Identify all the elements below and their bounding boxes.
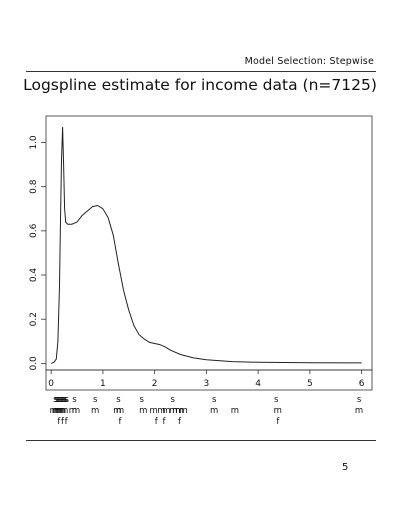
knot-s: s <box>93 395 98 405</box>
x-tick-label: 4 <box>255 379 261 389</box>
knot-s: s <box>274 395 279 405</box>
knot-s: s <box>59 395 64 405</box>
knot-s: s <box>140 395 145 405</box>
knot-f: f <box>162 417 166 427</box>
knot-m: m <box>52 406 60 416</box>
knot-s: s <box>61 395 66 405</box>
knot-m: m <box>355 406 363 416</box>
y-tick-label: 1.0 <box>29 135 39 150</box>
plot-frame <box>45 115 373 371</box>
knot-s: s <box>56 395 61 405</box>
density-curve-group <box>51 126 362 364</box>
x-tick-label: 3 <box>204 379 210 389</box>
knot-s: s <box>171 395 176 405</box>
x-axis: 0 1 2 3 4 5 6 <box>48 370 365 389</box>
knot-f: f <box>57 417 61 427</box>
knot-m: m <box>56 406 64 416</box>
knot-m: m <box>91 406 99 416</box>
y-tick-label: 0.6 <box>29 223 39 238</box>
y-tick-label: 0.8 <box>29 179 39 194</box>
density-line <box>51 126 362 364</box>
x-tick-label: 2 <box>152 379 158 389</box>
knot-m: m <box>58 406 66 416</box>
knot-s: s <box>62 395 67 405</box>
knot-s: s <box>54 395 59 405</box>
knot-m: m <box>157 406 165 416</box>
knot-s: s <box>357 395 362 405</box>
knot-m: m <box>172 406 180 416</box>
y-axis: 0.0 0.2 0.4 0.6 0.8 1.0 <box>29 135 46 371</box>
knot-m: m <box>113 406 121 416</box>
knot-s: s <box>72 395 77 405</box>
knot-s: s <box>60 395 65 405</box>
header-rule <box>26 71 376 72</box>
y-tick-label: 0.0 <box>29 356 39 371</box>
knot-m: m <box>231 406 239 416</box>
knot-s: s <box>63 395 68 405</box>
knot-s: s <box>212 395 217 405</box>
knot-m: m <box>139 406 147 416</box>
knot-m: m <box>50 406 58 416</box>
knot-frame <box>45 369 373 391</box>
slide-title: Logspline estimate for income data (n=71… <box>23 76 377 94</box>
knot-m: m <box>60 406 68 416</box>
y-tick-label: 0.2 <box>29 312 39 326</box>
knot-m: m <box>162 406 170 416</box>
knot-m: m <box>69 406 77 416</box>
footer-rule <box>26 440 376 441</box>
knot-m: m <box>210 406 218 416</box>
y-tick-label: 0.4 <box>29 268 39 283</box>
knot-m: m <box>116 406 124 416</box>
knot-f: f <box>61 417 65 427</box>
knot-f: f <box>155 417 159 427</box>
knot-s: s <box>53 395 58 405</box>
knot-s: s <box>58 395 63 405</box>
knot-m: m <box>180 406 188 416</box>
knot-m: m <box>72 406 80 416</box>
knot-m: m <box>274 406 282 416</box>
knot-s: s <box>116 395 121 405</box>
x-tick-label: 0 <box>48 379 54 389</box>
knot-f: f <box>178 417 182 427</box>
knot-m: m <box>175 406 183 416</box>
knot-f: f <box>65 417 69 427</box>
knot-m: m <box>169 406 177 416</box>
knot-f: f <box>118 417 122 427</box>
x-tick-label: 6 <box>359 379 365 389</box>
knot-s: s <box>64 395 69 405</box>
knot-f: f <box>276 417 280 427</box>
knot-m: m <box>54 406 62 416</box>
knot-s: s <box>57 395 62 405</box>
knot-m: m <box>149 406 157 416</box>
x-tick-label: 5 <box>307 379 313 389</box>
knot-s: s <box>55 395 60 405</box>
running-header: Model Selection: Stepwise <box>244 56 374 67</box>
page-number: 5 <box>342 462 349 473</box>
x-tick-label: 1 <box>100 379 106 389</box>
